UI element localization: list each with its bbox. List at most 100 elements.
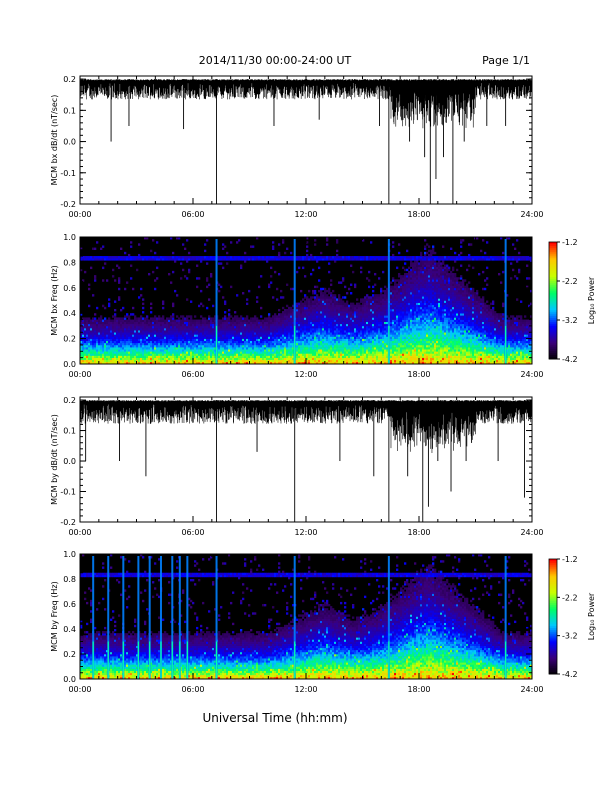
spectrogram-cell bbox=[92, 340, 95, 344]
spectrogram-cell bbox=[272, 296, 275, 299]
spectrogram-cell bbox=[262, 319, 265, 322]
spectrogram-cell bbox=[306, 336, 309, 339]
spectrogram-cell bbox=[234, 323, 237, 327]
spectrogram-cell bbox=[282, 351, 285, 354]
spectrogram-cell bbox=[372, 304, 375, 308]
spectrogram-cell bbox=[326, 239, 329, 242]
spectrogram-cell bbox=[110, 319, 113, 322]
spectrogram-cell bbox=[354, 336, 357, 339]
spectrogram-cell bbox=[284, 258, 287, 261]
spectrogram-cell bbox=[320, 317, 323, 320]
spectrogram-cell bbox=[136, 338, 139, 342]
spectrogram-cell bbox=[256, 334, 259, 337]
spectrogram-cell bbox=[104, 349, 107, 352]
spectrogram-cell bbox=[304, 256, 307, 259]
spectrogram-cell bbox=[190, 347, 193, 350]
spectrogram-cell bbox=[164, 347, 167, 350]
spectrogram-cell bbox=[82, 336, 85, 339]
spectrogram-cell bbox=[174, 351, 177, 354]
spectrogram-cell bbox=[352, 353, 355, 356]
spectrogram-cell bbox=[376, 344, 379, 348]
spectrogram-cell bbox=[122, 334, 125, 337]
spectrogram-cell bbox=[286, 308, 289, 312]
spectrogram-cell bbox=[204, 349, 207, 352]
spectrogram-cell bbox=[166, 258, 169, 261]
spectrogram-cell bbox=[396, 359, 399, 363]
spectrogram-cell bbox=[110, 336, 113, 339]
spectrogram-cell bbox=[378, 353, 381, 356]
spectrogram-cell bbox=[366, 277, 369, 280]
spectrogram-cell bbox=[154, 342, 157, 346]
spectrogram-cell bbox=[170, 344, 173, 348]
spectrogram-cell bbox=[382, 308, 385, 312]
spectrogram-cell bbox=[336, 239, 339, 242]
spectrogram-cell bbox=[184, 256, 187, 259]
spectrogram-cell bbox=[174, 338, 177, 342]
spectrogram-cell bbox=[214, 319, 217, 322]
spectrogram-cell bbox=[300, 353, 303, 356]
spectrogram-cell bbox=[218, 342, 221, 346]
spectrogram-cell bbox=[252, 245, 255, 248]
spectrogram-cell bbox=[184, 359, 187, 363]
spectrogram-cell bbox=[280, 361, 283, 365]
spectrogram-cell bbox=[128, 323, 131, 327]
spectrogram-cell bbox=[142, 349, 145, 352]
spectrogram-cell bbox=[276, 298, 279, 301]
spectrogram-cell bbox=[172, 256, 175, 259]
spectrogram-cell bbox=[154, 258, 157, 261]
spectrogram-cell bbox=[334, 260, 337, 263]
spectrogram-cell bbox=[222, 323, 225, 327]
spectrogram-cell bbox=[260, 306, 263, 310]
spectrogram-cell bbox=[164, 330, 167, 333]
spectrogram-cell bbox=[272, 330, 275, 333]
spectrogram-cell bbox=[100, 325, 103, 329]
spectrogram-cell bbox=[296, 321, 299, 325]
spectrogram-cell bbox=[316, 304, 319, 308]
spectrogram-cell bbox=[358, 347, 361, 350]
spectrogram-cell bbox=[350, 325, 353, 329]
spectrogram-cell bbox=[112, 256, 115, 259]
spectrogram-cell bbox=[324, 313, 327, 316]
spectrogram-cell bbox=[246, 321, 249, 325]
spectrogram-cell bbox=[274, 349, 277, 352]
spectrogram-cell bbox=[320, 302, 323, 306]
spectrogram-cell bbox=[248, 355, 251, 358]
spectrogram-cell bbox=[328, 308, 331, 312]
spectrogram-cell bbox=[170, 342, 173, 346]
spectrogram-cell bbox=[260, 328, 263, 331]
spectrogram-cell bbox=[308, 319, 311, 322]
spectrogram-cell bbox=[368, 306, 371, 310]
spectrogram-cell bbox=[142, 306, 145, 310]
spectrogram-cell bbox=[348, 304, 351, 308]
spectrogram-cell bbox=[344, 319, 347, 322]
spectrogram-cell bbox=[134, 325, 137, 329]
spectrogram-cell bbox=[342, 347, 345, 350]
spectrogram-cell bbox=[138, 361, 141, 365]
spectrogram-cell bbox=[88, 359, 91, 363]
spectrogram-cell bbox=[90, 328, 93, 331]
spectrogram-cell bbox=[148, 359, 151, 363]
spectrogram-cell bbox=[374, 256, 377, 259]
spectrogram-cell bbox=[342, 315, 345, 318]
spectrogram-cell bbox=[96, 336, 99, 339]
spectrogram-cell bbox=[164, 325, 167, 329]
spectrogram-cell bbox=[96, 349, 99, 352]
spectrogram-cell bbox=[154, 279, 157, 282]
spectrogram-cell bbox=[324, 359, 327, 363]
spectrogram-cell bbox=[160, 258, 163, 261]
spectrogram-cell bbox=[260, 325, 263, 329]
spectrogram-cell bbox=[286, 283, 289, 286]
spectrogram-cell bbox=[258, 256, 261, 259]
spectrogram-cell bbox=[188, 251, 191, 255]
spectrogram-cell bbox=[374, 330, 377, 333]
spectrogram-cell bbox=[300, 357, 303, 361]
spectrogram-cell bbox=[114, 256, 117, 259]
spectrogram-cell bbox=[282, 334, 285, 337]
spectrogram-cell bbox=[396, 347, 399, 350]
spectrogram-cell bbox=[96, 321, 99, 325]
spectrogram-cell bbox=[94, 351, 97, 354]
spectrogram-cell bbox=[376, 357, 379, 361]
spectrogram-cell bbox=[304, 306, 307, 310]
spectrogram-cell bbox=[360, 313, 363, 316]
spectrogram-cell bbox=[382, 304, 385, 308]
